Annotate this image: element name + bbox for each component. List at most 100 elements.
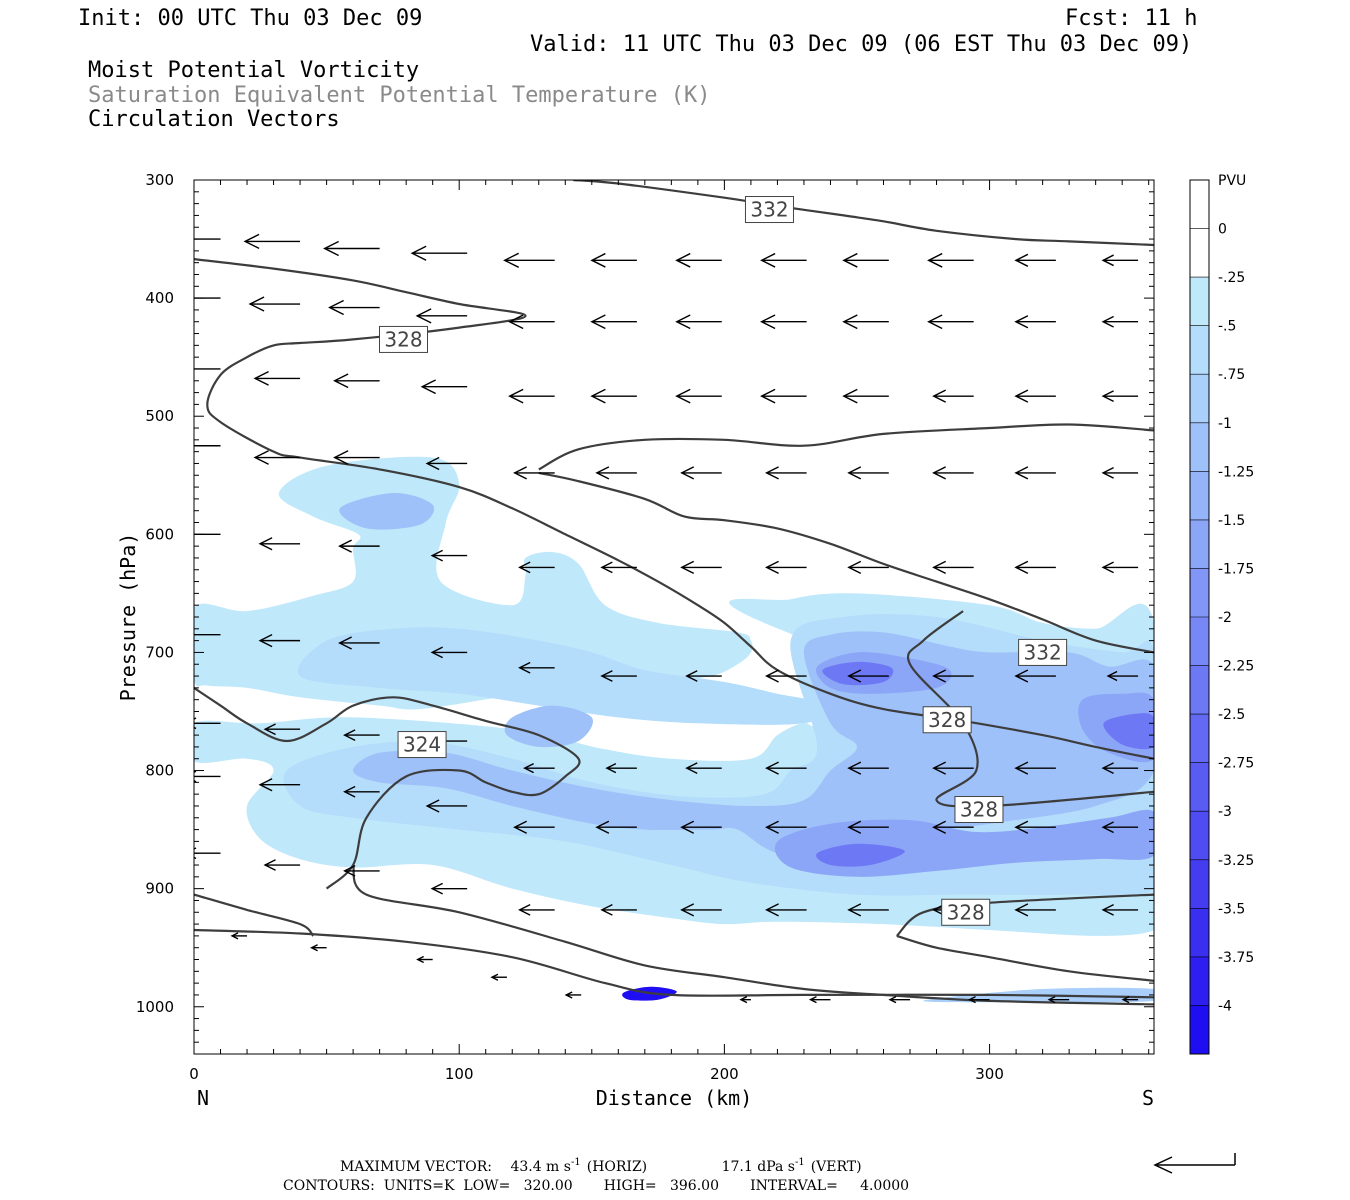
colorbar-swatch (1190, 422, 1209, 472)
theta-e-contour (194, 258, 1154, 760)
wind-vector (932, 560, 974, 575)
wind-vector (1101, 762, 1139, 775)
wind-vector (194, 717, 221, 730)
wind-vector (430, 549, 468, 562)
contour-label: 324 (397, 731, 447, 759)
wind-vector (263, 723, 301, 736)
wind-vector (765, 820, 807, 834)
wind-vector (1014, 389, 1056, 403)
wind-vector (1014, 820, 1056, 834)
colorbar-swatch (1190, 714, 1209, 764)
wind-vector (518, 904, 555, 916)
wind-vector (194, 770, 221, 783)
x-tick-label: 200 (710, 1065, 739, 1083)
wind-vector (333, 373, 380, 389)
x-axis-label: Distance (km) (596, 1086, 753, 1110)
colorbar-swatch (1190, 568, 1209, 618)
colorbar-swatch (1190, 277, 1209, 327)
theta-e-contour (194, 928, 1154, 999)
y-tick-label: 900 (145, 880, 174, 898)
contour-label: 332 (744, 196, 794, 224)
wind-vector (760, 314, 807, 330)
colorbar-tick-label: 0 (1218, 222, 1227, 238)
theta-e-contour (194, 686, 581, 890)
wind-vector (410, 245, 468, 261)
theta-e-contours (194, 180, 1154, 1006)
wind-vector (932, 466, 974, 480)
colorbar-swatch (1190, 1005, 1209, 1055)
svg-text:328: 328 (947, 900, 985, 924)
colorbar-tick-label: -3.25 (1218, 853, 1254, 869)
y-tick-label: 400 (145, 289, 174, 307)
wind-vector (513, 466, 555, 480)
colorbar-swatch (1190, 859, 1209, 909)
colorbar-swatch (1190, 956, 1209, 1006)
wind-vector (194, 634, 221, 636)
wind-vector (847, 820, 889, 834)
theta-e-contour (194, 893, 315, 937)
colorbar-swatch (1190, 228, 1209, 278)
wind-vector (1014, 253, 1056, 267)
wind-vector (1121, 996, 1139, 1004)
colorbar-tick-label: -3 (1218, 804, 1232, 820)
theta-e-contour (573, 180, 1154, 247)
colorbar-tick-label: -4 (1218, 998, 1232, 1014)
wind-vector (847, 560, 889, 575)
wind-vector (590, 314, 637, 330)
wind-vector (513, 820, 555, 834)
mpv-region (816, 843, 905, 867)
wind-vector (600, 561, 637, 574)
x-end-label-n: N (197, 1086, 209, 1110)
contour-label: 328 (954, 796, 1004, 824)
wind-vector (808, 996, 831, 1004)
y-tick-label: 1000 (136, 998, 174, 1016)
wind-vector (1047, 996, 1070, 1004)
x-tick-label: 100 (445, 1065, 474, 1083)
colorbar-tick-label: -1 (1218, 416, 1232, 432)
colorbar-tick-label: -2 (1218, 610, 1232, 626)
wind-vector (595, 466, 637, 480)
svg-text:332: 332 (750, 198, 788, 222)
colorbar-tick-label: -1.75 (1218, 561, 1254, 577)
wind-vector (932, 820, 974, 834)
colorbar-swatch (1190, 617, 1209, 667)
mpv-shading (194, 456, 1154, 1003)
wind-vector (765, 903, 807, 917)
wind-vector (1101, 561, 1139, 574)
colorbar-tick-label: -2.25 (1218, 659, 1254, 675)
wind-vector (430, 882, 468, 895)
y-tick-label: 300 (145, 171, 174, 189)
colorbar-swatch (1190, 762, 1209, 812)
wind-vector (739, 996, 751, 1004)
contour-labels: 332 328 332 328 324 328 328 (379, 196, 1068, 926)
wind-vector (243, 233, 301, 250)
wind-vector (590, 388, 637, 404)
contours-info: CONTOURS: UNITS=K LOW= 320.00 HIGH= 396.… (283, 1178, 909, 1194)
wind-vector (765, 560, 807, 575)
wind-vector (508, 314, 555, 330)
wind-vector (508, 388, 555, 404)
wind-vector (253, 450, 301, 465)
wind-vector (680, 560, 722, 575)
colorbar-tick-label: -.25 (1218, 270, 1245, 286)
wind-vector (1101, 904, 1139, 916)
wind-vector (425, 456, 468, 471)
svg-text:328: 328 (384, 327, 422, 351)
contour-label: 332 (1018, 638, 1068, 666)
wind-vector (523, 763, 555, 774)
svg-text:324: 324 (403, 733, 441, 757)
wind-vector (1101, 467, 1139, 479)
wind-vector (927, 252, 974, 268)
wind-vector (888, 996, 911, 1004)
wind-vector (194, 445, 221, 447)
wind-vector (1101, 315, 1139, 328)
colorbar-tick-label: -2.75 (1218, 756, 1254, 772)
wind-vector (847, 761, 889, 775)
wind-vector (675, 314, 722, 330)
wind-vector (194, 847, 221, 860)
mpv-region (1103, 713, 1154, 750)
wind-vector (680, 820, 722, 834)
wind-vector (258, 633, 301, 648)
wind-vector (685, 670, 722, 682)
colorbar-tick-label: -.75 (1218, 367, 1245, 383)
